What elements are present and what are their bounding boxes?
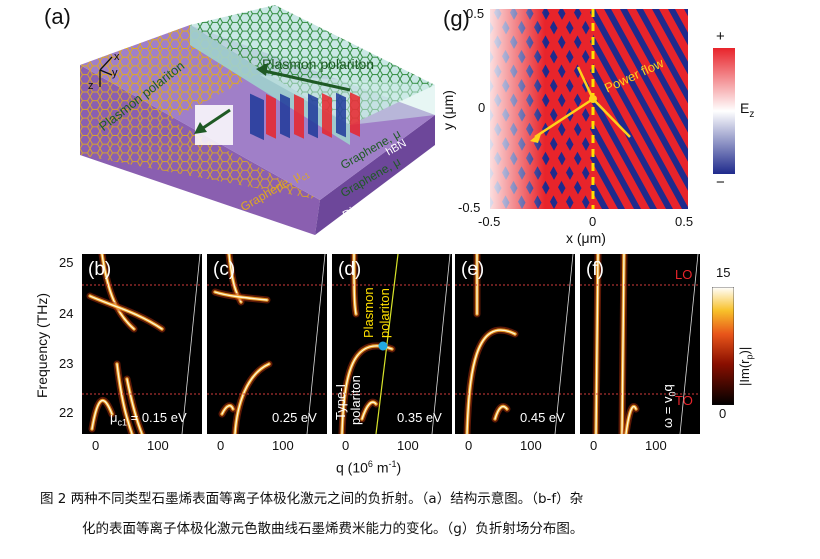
axes-glyph: [99, 56, 113, 87]
dispersion-curve: [91, 400, 113, 430]
field-stripe-right: [595, 9, 688, 179]
plasmon-top-label: Plasmon polariton: [262, 56, 375, 72]
d-xtick-100: 100: [397, 438, 419, 453]
axis-z-label: z: [88, 80, 94, 92]
dispersion-panel-c: [207, 254, 327, 434]
plasmon-field-stripes: [250, 92, 360, 141]
arrow-left: [199, 108, 231, 132]
b-xtick-0: 0: [92, 438, 100, 453]
light-line: [554, 254, 574, 434]
dispersion-colorbar: [712, 287, 734, 405]
dispersion-curve: [234, 363, 270, 434]
f-xtick-0: 0: [590, 438, 598, 453]
light-line-label: ω = v0q: [660, 384, 678, 428]
dispersion-curve: [625, 405, 637, 434]
colorbar-max: 15: [716, 265, 731, 280]
field-map: [490, 9, 688, 209]
to-label: TO: [675, 393, 693, 408]
light-line: [181, 254, 201, 434]
g-colorbar-label: Ez: [740, 100, 755, 120]
dispersion-curve: [494, 405, 508, 420]
figure-caption-line-1: 图 2 两种不同类型石墨烯表面等离子体极化激元之间的负折射。（a）结构示意图。（…: [40, 491, 584, 507]
crossing-marker: [378, 341, 388, 351]
dispersion-curve: [101, 254, 135, 330]
dispersion-curve: [126, 378, 143, 434]
dispersion-curve: [595, 254, 599, 434]
dispersion-curve: [621, 254, 625, 434]
g-ytick-mid: 0: [478, 100, 486, 115]
ytick-23: 23: [59, 356, 74, 371]
e-xtick-100: 100: [520, 438, 542, 453]
g-colorbar-minus: −: [716, 174, 725, 191]
dispersion-colorbar-label: |Im(rp)|: [737, 346, 755, 386]
lo-label: LO: [675, 267, 693, 282]
type1-annotation: Type-I: [333, 383, 348, 420]
figure-caption-line-2: 化的表面等离子体极化激元色散曲线石墨烯费米能力的变化。（g）负折射场分布图。: [82, 521, 584, 537]
c-xtick-100: 100: [272, 438, 294, 453]
light-line: [679, 254, 699, 434]
field-stripe-right: [659, 9, 688, 62]
panel-d-label: (d): [338, 259, 362, 280]
c-xtick-0: 0: [217, 438, 225, 453]
type1-polariton-annotation: polariton: [348, 375, 363, 425]
g-xlabel: x (μm): [566, 230, 606, 246]
panel-d-value: 0.35 eV: [397, 410, 442, 425]
g-xtick-left: -0.5: [478, 214, 501, 229]
f-xtick-100: 100: [645, 438, 667, 453]
e-xtick-0: 0: [465, 438, 473, 453]
power-flow-arrows: [534, 66, 631, 139]
field-stripe-right: [611, 9, 688, 149]
dispersion-xlabel: q (106 m-1): [336, 459, 402, 476]
light-line: [306, 254, 326, 434]
panel-a-label: (a): [44, 4, 71, 29]
dispersion-curve: [353, 254, 357, 315]
g-xtick-right: 0.5: [675, 214, 694, 229]
plasmon-polariton-annotation: polariton: [377, 288, 392, 338]
schematic-structure: [80, 5, 435, 235]
colorbar-min: 0: [719, 406, 727, 421]
dispersion-ylabel: Frequency (THz): [34, 292, 50, 398]
dispersion-curve: [361, 401, 377, 420]
panel-b-label: (b): [88, 259, 112, 280]
field-stripe-right: [675, 9, 688, 33]
field-stripe-right: [579, 9, 688, 208]
dispersion-panel-d: [332, 254, 452, 434]
arrow-top: [259, 68, 351, 92]
dispersion-curve: [214, 291, 268, 301]
field-stripe-right: [627, 9, 688, 120]
diamond-side-face: [315, 115, 435, 235]
g-colorbar: [713, 48, 735, 174]
dispersion-curve: [221, 405, 234, 415]
ytick-25: 25: [59, 255, 74, 270]
light-line: [431, 254, 451, 434]
plasmon-annotation: Plasmon: [361, 287, 376, 338]
panel-b-mu-value: μc1 = 0.15 eV: [110, 410, 187, 428]
panel-e-label: (e): [461, 259, 485, 280]
panel-c-label: (c): [213, 259, 236, 280]
dispersion-panel-e: [455, 254, 575, 434]
g-colorbar-plus: +: [716, 28, 725, 45]
g-ytick-bottom: -0.5: [458, 200, 481, 215]
g-xtick-mid: 0: [589, 214, 597, 229]
ytick-22: 22: [59, 405, 74, 420]
panel-f-label: (f): [586, 259, 604, 280]
ytick-24: 24: [59, 306, 74, 321]
axis-x-label: x: [114, 51, 120, 63]
g-ylabel: y (μm): [440, 90, 456, 130]
panel-c-value: 0.25 eV: [272, 410, 317, 425]
panel-g-label: (g): [443, 6, 470, 31]
dispersion-curve: [116, 363, 133, 434]
panel-e-value: 0.45 eV: [520, 410, 565, 425]
g-ytick-top: 0.5: [466, 6, 485, 21]
d-xtick-0: 0: [342, 438, 350, 453]
b-xtick-100: 100: [147, 438, 169, 453]
dispersion-curve: [466, 329, 516, 434]
dispersion-panel-f: [580, 254, 700, 434]
dispersion-curve: [89, 295, 163, 330]
dispersion-panel-b: [82, 254, 202, 434]
axis-y-label: y: [112, 67, 118, 79]
